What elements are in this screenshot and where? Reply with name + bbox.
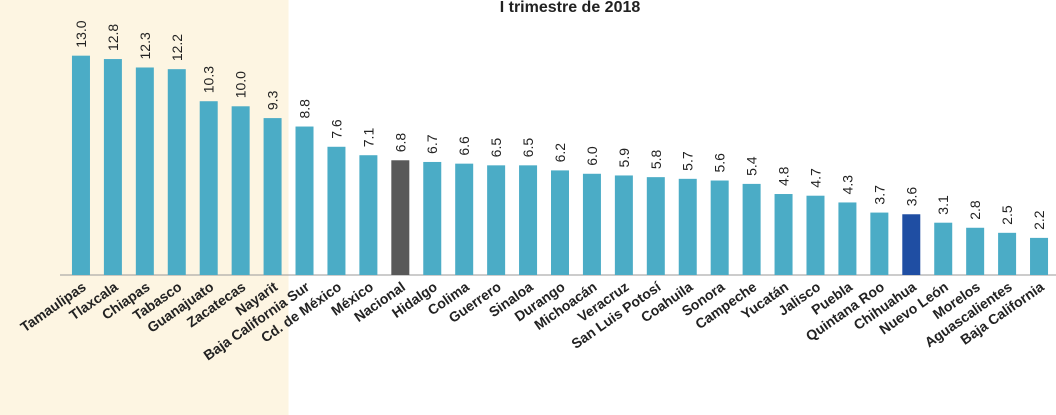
bar bbox=[1030, 237, 1049, 275]
bar bbox=[934, 222, 953, 275]
bar bbox=[199, 101, 218, 276]
bar bbox=[902, 214, 921, 275]
value-label: 5.7 bbox=[680, 151, 696, 171]
value-label: 6.0 bbox=[584, 146, 600, 166]
value-label: 5.8 bbox=[648, 149, 664, 169]
bar bbox=[806, 195, 825, 275]
bar bbox=[295, 126, 314, 275]
value-label: 4.8 bbox=[776, 166, 792, 186]
bar bbox=[582, 173, 601, 275]
value-label: 3.1 bbox=[935, 195, 951, 215]
bar bbox=[774, 194, 793, 275]
value-label: 10.0 bbox=[233, 71, 249, 98]
bar bbox=[710, 180, 729, 275]
bar bbox=[455, 163, 474, 275]
bar bbox=[327, 146, 346, 275]
value-label: 10.3 bbox=[201, 66, 217, 93]
bar bbox=[838, 202, 857, 275]
value-label: 6.8 bbox=[392, 133, 408, 153]
bar bbox=[135, 67, 154, 275]
bar bbox=[551, 170, 569, 275]
bar bbox=[487, 165, 506, 275]
chart-title: I trimestre de 2018 bbox=[500, 0, 641, 16]
bar bbox=[391, 160, 410, 275]
bar bbox=[678, 178, 697, 275]
value-label: 6.5 bbox=[520, 138, 536, 158]
value-label: 3.6 bbox=[903, 187, 919, 207]
bar bbox=[646, 177, 665, 275]
value-label: 4.7 bbox=[807, 168, 823, 188]
value-label: 6.6 bbox=[456, 136, 472, 156]
value-label: 5.6 bbox=[712, 153, 728, 173]
bar bbox=[966, 227, 985, 275]
bar bbox=[423, 161, 442, 275]
bar bbox=[519, 165, 538, 275]
bar bbox=[614, 175, 633, 275]
value-label: 8.8 bbox=[297, 99, 313, 119]
value-label: 5.9 bbox=[616, 148, 632, 168]
value-label: 6.2 bbox=[552, 143, 568, 163]
value-label: 7.1 bbox=[360, 128, 376, 148]
bar bbox=[231, 106, 250, 275]
bar bbox=[870, 212, 889, 275]
value-label: 12.8 bbox=[105, 24, 121, 51]
value-label: 3.7 bbox=[871, 185, 887, 205]
bar bbox=[998, 232, 1017, 275]
value-label: 2.5 bbox=[999, 205, 1015, 225]
bar bbox=[742, 183, 761, 275]
value-label: 12.2 bbox=[169, 34, 185, 61]
value-label: 7.6 bbox=[328, 119, 344, 139]
value-label: 5.4 bbox=[744, 156, 760, 176]
value-label: 9.3 bbox=[265, 90, 281, 110]
bar bbox=[103, 59, 122, 276]
value-label: 2.8 bbox=[967, 200, 983, 220]
value-label: 13.0 bbox=[73, 20, 89, 47]
value-label: 12.3 bbox=[137, 32, 153, 59]
bar bbox=[263, 118, 282, 275]
bar bbox=[359, 155, 378, 275]
value-label: 6.7 bbox=[424, 134, 440, 154]
value-label: 2.2 bbox=[1031, 210, 1047, 230]
value-label: 4.3 bbox=[839, 175, 855, 195]
bar bbox=[71, 55, 90, 275]
value-label: 6.5 bbox=[488, 138, 504, 158]
bar bbox=[167, 69, 186, 275]
